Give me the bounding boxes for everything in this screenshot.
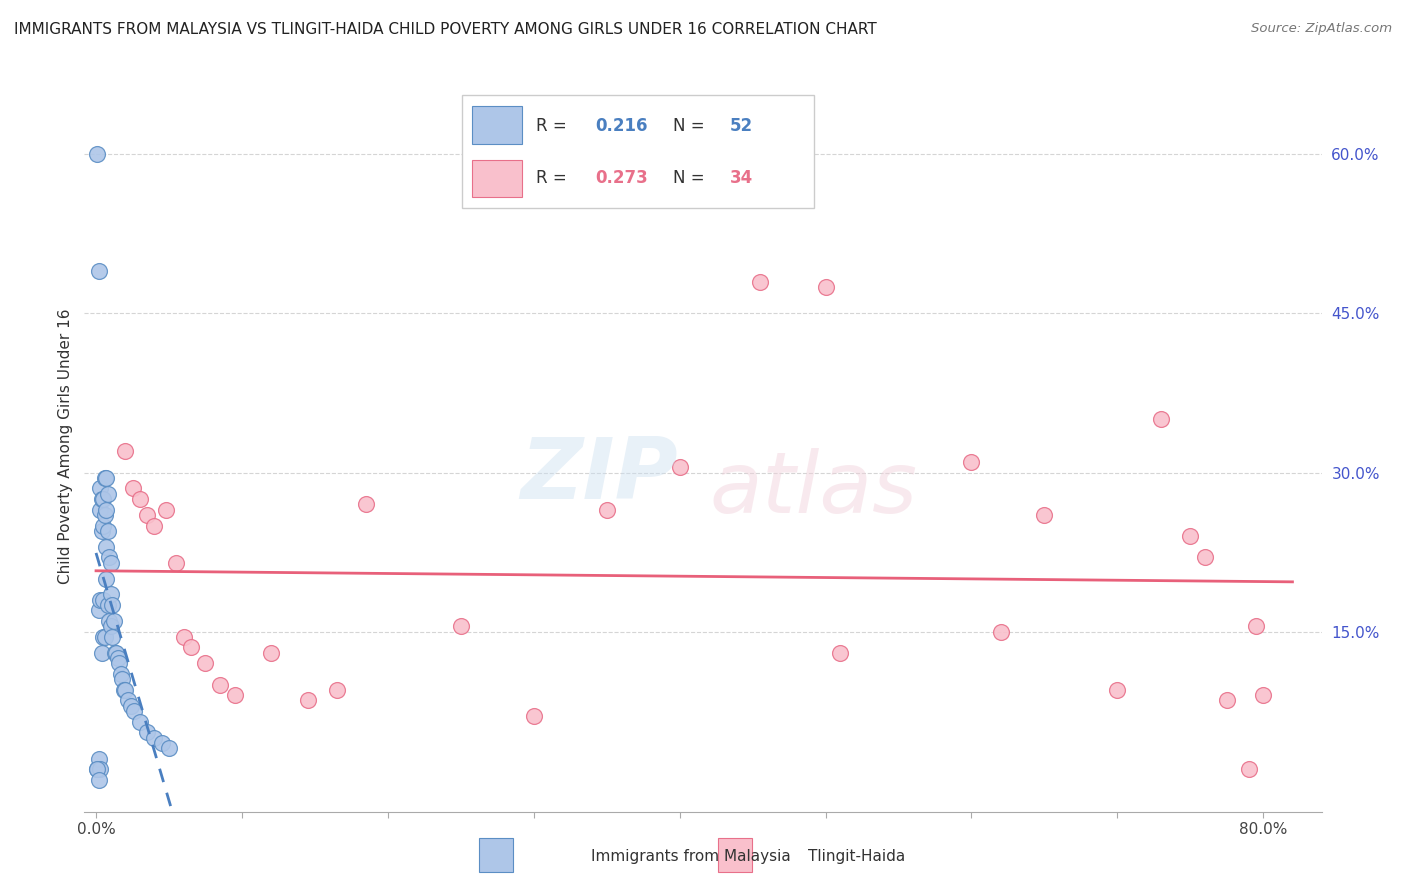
Point [111,672,134,686]
Point [450,619,472,633]
Point [105,646,128,660]
Point [89,482,111,496]
Point [814,280,837,294]
Point [86,147,108,161]
Point [94,471,117,485]
Point [86,762,108,776]
Point [90,646,112,660]
Point [112,682,135,697]
Point [86,762,108,776]
Point [97,598,120,612]
Point [122,704,145,718]
Point [224,688,246,702]
Point [180,640,202,655]
Point [90,524,112,538]
Text: Immigrants from Malaysia: Immigrants from Malaysia [591,849,790,863]
Text: IMMIGRANTS FROM MALAYSIA VS TLINGIT-HAIDA CHILD POVERTY AMONG GIRLS UNDER 16 COR: IMMIGRANTS FROM MALAYSIA VS TLINGIT-HAID… [14,22,877,37]
Point [87,752,110,766]
Point [1194,550,1216,565]
Point [596,502,619,516]
Point [89,502,111,516]
Point [990,624,1012,639]
Point [107,651,129,665]
Point [194,657,217,671]
Point [108,657,131,671]
Point [121,482,143,496]
Point [117,693,139,707]
Text: atlas: atlas [709,449,917,532]
Point [209,677,232,691]
Point [98,550,121,565]
Point [1033,508,1056,522]
Point [165,556,187,570]
Point [100,587,122,601]
Point [748,275,770,289]
Point [91,518,114,533]
Point [114,682,136,697]
Point [87,772,110,787]
Point [1251,688,1274,702]
Point [101,598,124,612]
Point [136,508,159,522]
Point [120,698,142,713]
Point [143,518,166,533]
Point [96,540,118,554]
Point [96,471,118,485]
Point [90,491,112,506]
Y-axis label: Child Poverty Among Girls Under 16: Child Poverty Among Girls Under 16 [58,309,73,583]
Point [1244,619,1267,633]
Point [260,646,283,660]
Point [91,491,114,506]
Point [1180,529,1202,543]
Point [89,762,111,776]
Text: ZIP: ZIP [520,434,678,516]
Point [354,497,377,511]
Point [114,444,136,458]
Point [98,614,121,628]
Text: Tlingit-Haida: Tlingit-Haida [808,849,905,863]
Text: Source: ZipAtlas.com: Source: ZipAtlas.com [1251,22,1392,36]
Point [96,502,118,516]
Point [97,486,120,500]
Point [91,592,114,607]
Point [110,667,132,681]
Point [97,524,120,538]
Point [297,693,319,707]
Point [150,736,173,750]
Point [1107,682,1129,697]
Point [103,614,125,628]
Point [87,264,110,278]
Point [94,508,117,522]
Point [87,603,110,617]
Point [91,630,114,644]
Point [668,460,690,475]
Point [830,646,852,660]
Point [960,455,983,469]
Point [1150,412,1173,426]
Point [136,725,159,739]
Point [96,572,118,586]
Point [143,731,166,745]
Point [1216,693,1239,707]
Point [128,714,150,729]
Point [523,709,546,723]
Point [173,630,195,644]
Point [89,592,111,607]
Point [155,502,177,516]
Point [100,619,122,633]
Point [157,741,180,756]
Point [100,556,122,570]
Point [104,646,127,660]
Point [101,630,124,644]
Point [128,491,150,506]
Point [94,630,117,644]
Point [1237,762,1260,776]
Point [326,682,349,697]
